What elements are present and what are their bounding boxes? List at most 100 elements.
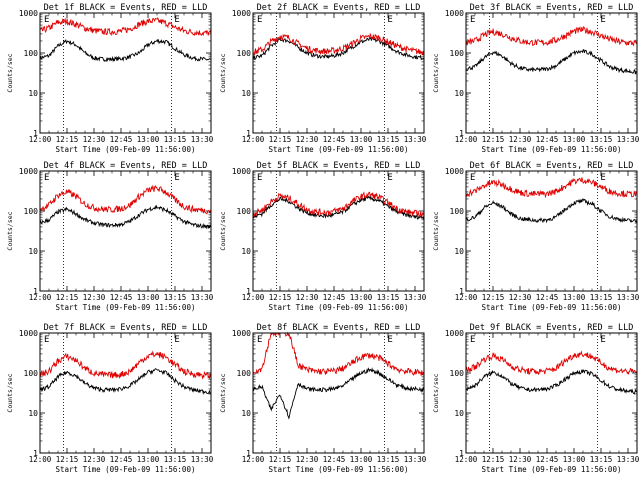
x-axis-label: Start Time (09-Feb-09 11:56:00): [56, 145, 196, 154]
y-tick-label: 10: [454, 409, 464, 418]
y-tick-label: 1000: [445, 329, 464, 338]
e-marker: E: [470, 15, 475, 25]
panel-det-9: Det 9f BLACK = Events, RED = LLD Counts/s…: [432, 323, 640, 474]
x-tick-label: 13:30: [404, 293, 427, 302]
y-tick-label: 100: [237, 369, 252, 378]
series-events-line: [465, 49, 637, 74]
x-tick-label: 13:15: [590, 293, 613, 302]
x-tick-label: 13:30: [404, 455, 427, 464]
plot-frame: [39, 332, 212, 454]
series-lld-line: [39, 184, 212, 215]
series-events-line: [465, 369, 638, 395]
series-events-line: [252, 367, 425, 420]
x-tick-label: 12:30: [296, 135, 319, 144]
plot-frame: [252, 170, 425, 292]
panel-det-4: Det 4f BLACK = Events, RED = LLD Counts/s…: [6, 161, 214, 312]
x-tick-label: 13:00: [563, 293, 586, 302]
e-marker: E: [174, 173, 179, 183]
y-tick-label: 10: [241, 247, 251, 256]
x-tick-label: 13:15: [164, 455, 187, 464]
x-tick-label: 12:45: [536, 135, 559, 144]
series-lld-line: [39, 16, 212, 37]
y-tick-label: 1000: [19, 329, 38, 338]
x-tick-label: 13:15: [164, 293, 187, 302]
x-tick-label: 13:00: [350, 293, 373, 302]
y-tick-label: 1000: [445, 9, 464, 18]
x-tick-label: 12:00: [29, 293, 52, 302]
panel-det-7: Det 7f BLACK = Events, RED = LLD Counts/s…: [6, 323, 214, 474]
series-lld-line: [39, 350, 212, 380]
x-tick-label: 12:15: [269, 455, 292, 464]
y-tick-label: 100: [450, 207, 465, 216]
x-tick-label: 12:15: [269, 293, 292, 302]
x-tick-label: 12:45: [110, 293, 133, 302]
x-tick-label: 12:30: [83, 455, 106, 464]
y-tick-label: 100: [24, 49, 39, 58]
y-tick-label: 1: [459, 449, 464, 458]
x-axis-label: Start Time (09-Feb-09 11:56:00): [269, 145, 409, 154]
y-tick-label: 100: [450, 49, 465, 58]
y-tick-label: 1: [246, 449, 251, 458]
e-marker: E: [470, 173, 475, 183]
y-tick-label: 10: [28, 89, 38, 98]
series-lld-line: [465, 177, 638, 199]
y-tick-label: 10: [454, 247, 464, 256]
plot-frame: [465, 170, 638, 292]
x-tick-label: 12:00: [455, 455, 478, 464]
x-tick-label: 12:00: [242, 293, 265, 302]
y-tick-label: 1000: [232, 329, 251, 338]
y-tick-label: 100: [450, 369, 465, 378]
series-lld-line: [252, 32, 425, 56]
y-tick-label: 1000: [232, 9, 251, 18]
x-tick-label: 13:15: [377, 455, 400, 464]
y-tick-label: 1: [33, 287, 38, 296]
y-tick-label: 10: [454, 89, 464, 98]
x-tick-label: 12:15: [56, 455, 79, 464]
x-tick-label: 12:15: [56, 135, 79, 144]
series-lld-line: [465, 25, 638, 47]
y-tick-label: 1000: [445, 167, 464, 176]
y-tick-label: 1: [246, 287, 251, 296]
e-marker: E: [257, 173, 262, 183]
x-axis-label: Start Time (09-Feb-09 11:56:00): [56, 303, 196, 312]
y-tick-label: 1: [459, 287, 464, 296]
x-tick-label: 12:30: [296, 455, 319, 464]
series-lld-line: [252, 331, 424, 376]
plot-frame: [252, 12, 425, 134]
e-marker: E: [387, 15, 392, 25]
e-marker: E: [44, 173, 49, 183]
x-tick-label: 12:45: [323, 135, 346, 144]
y-axis-label: Counts/sec: [432, 53, 440, 92]
x-tick-label: 13:15: [590, 135, 613, 144]
panel-det-6: Det 6f BLACK = Events, RED = LLD Counts/s…: [432, 161, 640, 312]
x-tick-label: 13:00: [350, 455, 373, 464]
x-axis-label: Start Time (09-Feb-09 11:56:00): [482, 465, 622, 474]
y-axis-label: Counts/sec: [219, 211, 227, 250]
x-tick-label: 12:00: [455, 293, 478, 302]
x-tick-label: 12:45: [536, 293, 559, 302]
panel-title: Det 2f BLACK = Events, RED = LLD: [257, 3, 421, 13]
x-axis-label: Start Time (09-Feb-09 11:56:00): [482, 303, 622, 312]
panel-title: Det 6f BLACK = Events, RED = LLD: [470, 161, 634, 171]
y-tick-label: 100: [24, 369, 39, 378]
y-tick-label: 10: [28, 409, 38, 418]
x-tick-label: 13:00: [350, 135, 373, 144]
y-tick-label: 10: [241, 89, 251, 98]
x-tick-label: 12:15: [482, 455, 505, 464]
x-tick-label: 13:00: [137, 135, 160, 144]
series-events-line: [39, 368, 211, 396]
x-tick-label: 12:45: [536, 455, 559, 464]
x-tick-label: 13:00: [563, 455, 586, 464]
x-tick-label: 13:15: [377, 293, 400, 302]
x-tick-label: 12:15: [482, 135, 505, 144]
panel-det-1: Det 1f BLACK = Events, RED = LLD Counts/s…: [6, 3, 214, 154]
x-axis-label: Start Time (09-Feb-09 11:56:00): [269, 465, 409, 474]
e-marker: E: [44, 335, 49, 345]
x-tick-label: 12:30: [83, 293, 106, 302]
panel-title: Det 5f BLACK = Events, RED = LLD: [257, 161, 421, 171]
panel-det-3: Det 3f BLACK = Events, RED = LLD Counts/s…: [432, 3, 640, 154]
y-axis-label: Counts/sec: [432, 211, 440, 250]
series-events-line: [252, 195, 425, 220]
x-tick-label: 13:00: [137, 455, 160, 464]
